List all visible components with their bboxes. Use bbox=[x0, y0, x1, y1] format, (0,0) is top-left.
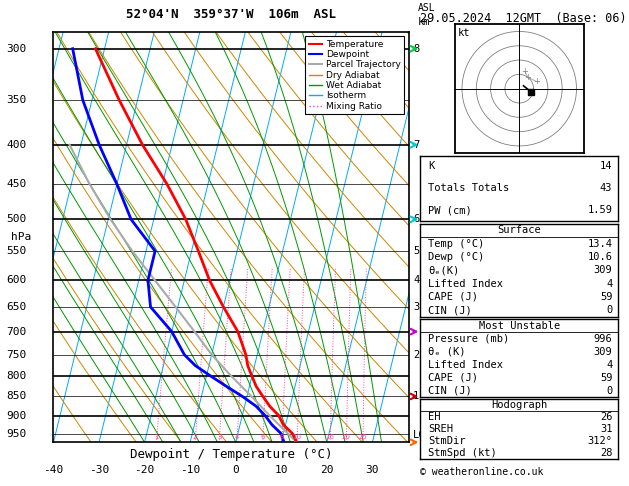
Text: θₑ(K): θₑ(K) bbox=[428, 265, 459, 275]
Text: 1: 1 bbox=[154, 434, 159, 440]
Text: 30: 30 bbox=[365, 465, 379, 475]
Text: 26: 26 bbox=[600, 413, 613, 422]
Text: SREH: SREH bbox=[428, 424, 453, 434]
Text: CAPE (J): CAPE (J) bbox=[428, 373, 478, 382]
Text: ASL: ASL bbox=[418, 3, 435, 13]
Text: θₑ (K): θₑ (K) bbox=[428, 347, 465, 357]
Text: Lifted Index: Lifted Index bbox=[428, 278, 503, 289]
Text: -30: -30 bbox=[89, 465, 109, 475]
Text: 700: 700 bbox=[6, 327, 27, 337]
Text: 800: 800 bbox=[6, 371, 27, 381]
Text: 43: 43 bbox=[600, 183, 613, 193]
Text: 5: 5 bbox=[413, 246, 420, 256]
Text: 28: 28 bbox=[600, 448, 613, 458]
Text: 350: 350 bbox=[6, 95, 27, 105]
Text: Totals Totals: Totals Totals bbox=[428, 183, 509, 193]
Text: 52°04'N  359°37'W  106m  ASL: 52°04'N 359°37'W 106m ASL bbox=[126, 8, 336, 21]
Text: 309: 309 bbox=[594, 265, 613, 275]
Text: StmSpd (kt): StmSpd (kt) bbox=[428, 448, 497, 458]
Text: -40: -40 bbox=[43, 465, 64, 475]
Text: 750: 750 bbox=[6, 349, 27, 360]
Text: CAPE (J): CAPE (J) bbox=[428, 292, 478, 302]
Text: 300: 300 bbox=[6, 44, 27, 54]
Text: 550: 550 bbox=[6, 246, 27, 256]
Text: 6: 6 bbox=[260, 434, 265, 440]
Text: 13.4: 13.4 bbox=[587, 239, 613, 248]
Text: 0: 0 bbox=[232, 465, 239, 475]
Text: hPa: hPa bbox=[11, 232, 31, 242]
Text: 309: 309 bbox=[594, 347, 613, 357]
Text: 16: 16 bbox=[326, 434, 335, 440]
Text: 8: 8 bbox=[280, 434, 284, 440]
Text: 4: 4 bbox=[606, 278, 613, 289]
Text: +: + bbox=[521, 67, 528, 76]
Text: 850: 850 bbox=[6, 391, 27, 401]
Text: Pressure (mb): Pressure (mb) bbox=[428, 334, 509, 344]
Text: 4: 4 bbox=[413, 275, 420, 285]
Text: PW (cm): PW (cm) bbox=[428, 205, 472, 215]
Text: LCL: LCL bbox=[413, 430, 432, 440]
Text: Surface: Surface bbox=[498, 225, 541, 235]
Text: 4: 4 bbox=[235, 434, 239, 440]
Text: Mixing Ratio (g/kg): Mixing Ratio (g/kg) bbox=[436, 191, 446, 283]
Text: CIN (J): CIN (J) bbox=[428, 305, 472, 315]
Text: Most Unstable: Most Unstable bbox=[479, 321, 560, 331]
Text: Dewp (°C): Dewp (°C) bbox=[428, 252, 484, 262]
Text: 10: 10 bbox=[274, 465, 288, 475]
Text: 10.6: 10.6 bbox=[587, 252, 613, 262]
Text: 31: 31 bbox=[600, 424, 613, 434]
Text: 59: 59 bbox=[600, 292, 613, 302]
Text: 20: 20 bbox=[342, 434, 351, 440]
Text: CIN (J): CIN (J) bbox=[428, 385, 472, 396]
Text: 0: 0 bbox=[606, 385, 613, 396]
Text: 996: 996 bbox=[594, 334, 613, 344]
Text: 3: 3 bbox=[217, 434, 221, 440]
Text: kt: kt bbox=[457, 28, 470, 38]
Text: 29.05.2024  12GMT  (Base: 06): 29.05.2024 12GMT (Base: 06) bbox=[420, 12, 626, 25]
Text: 900: 900 bbox=[6, 411, 27, 420]
Text: 312°: 312° bbox=[587, 436, 613, 446]
X-axis label: Dewpoint / Temperature (°C): Dewpoint / Temperature (°C) bbox=[130, 448, 332, 461]
Text: 1.59: 1.59 bbox=[587, 205, 613, 215]
Text: -10: -10 bbox=[180, 465, 200, 475]
Text: 14: 14 bbox=[600, 161, 613, 172]
Text: EH: EH bbox=[428, 413, 440, 422]
Text: 10: 10 bbox=[292, 434, 301, 440]
Text: 950: 950 bbox=[6, 429, 27, 438]
Text: StmDir: StmDir bbox=[428, 436, 465, 446]
Text: km: km bbox=[418, 17, 430, 28]
Text: 0: 0 bbox=[606, 305, 613, 315]
Text: +: + bbox=[525, 73, 532, 82]
Text: 20: 20 bbox=[320, 465, 333, 475]
Text: 7: 7 bbox=[413, 140, 420, 150]
Text: © weatheronline.co.uk: © weatheronline.co.uk bbox=[420, 467, 543, 477]
Text: 59: 59 bbox=[600, 373, 613, 382]
Text: 8: 8 bbox=[413, 44, 420, 54]
Text: 3: 3 bbox=[413, 302, 420, 312]
Text: +: + bbox=[533, 77, 540, 86]
Text: Lifted Index: Lifted Index bbox=[428, 360, 503, 370]
Text: 6: 6 bbox=[413, 214, 420, 224]
Text: Temp (°C): Temp (°C) bbox=[428, 239, 484, 248]
Legend: Temperature, Dewpoint, Parcel Trajectory, Dry Adiabat, Wet Adiabat, Isotherm, Mi: Temperature, Dewpoint, Parcel Trajectory… bbox=[305, 36, 404, 114]
Text: -20: -20 bbox=[135, 465, 155, 475]
Text: 4: 4 bbox=[606, 360, 613, 370]
Text: 1: 1 bbox=[413, 391, 420, 401]
Text: 2: 2 bbox=[413, 349, 420, 360]
Text: 2: 2 bbox=[193, 434, 198, 440]
Text: 400: 400 bbox=[6, 140, 27, 150]
Text: K: K bbox=[428, 161, 435, 172]
Text: 450: 450 bbox=[6, 179, 27, 189]
Text: 650: 650 bbox=[6, 302, 27, 312]
Text: Hodograph: Hodograph bbox=[491, 400, 547, 411]
Text: 600: 600 bbox=[6, 275, 27, 285]
Text: 25: 25 bbox=[359, 434, 367, 440]
Text: 500: 500 bbox=[6, 214, 27, 224]
